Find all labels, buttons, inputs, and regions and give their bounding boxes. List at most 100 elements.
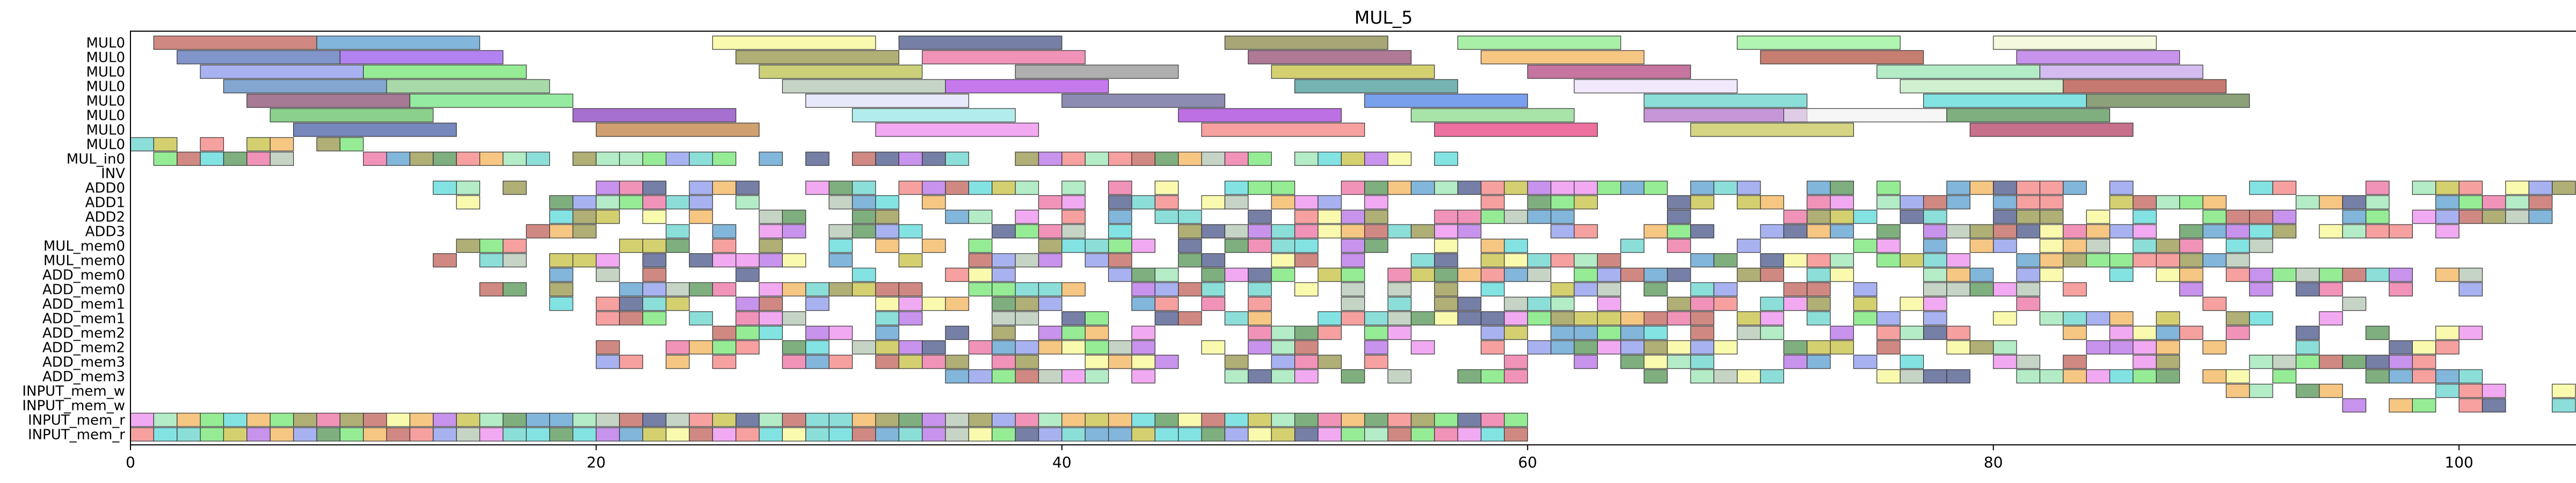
op-block xyxy=(363,413,387,427)
op-block xyxy=(736,427,760,442)
x-tick-label: 80 xyxy=(1984,453,2003,471)
op-block xyxy=(2249,181,2273,195)
task-bar xyxy=(386,79,550,93)
op-block xyxy=(1061,282,1086,297)
op-block xyxy=(2133,326,2157,340)
op-block xyxy=(1224,224,1249,239)
op-block xyxy=(1294,369,1319,384)
op-block xyxy=(782,253,806,268)
op-block xyxy=(2133,224,2157,239)
op-block xyxy=(712,413,737,427)
op-block xyxy=(2295,340,2320,355)
op-block xyxy=(2133,195,2157,210)
op-block xyxy=(2109,311,2134,326)
op-block xyxy=(1993,311,2017,326)
op-block xyxy=(1387,282,1412,297)
op-block xyxy=(1900,195,1924,210)
op-block xyxy=(1993,181,2017,195)
op-block xyxy=(2225,210,2250,224)
op-block xyxy=(712,427,737,442)
op-block xyxy=(2412,181,2436,195)
op-block xyxy=(456,152,481,166)
op-block xyxy=(828,195,853,210)
op-block xyxy=(2389,282,2413,297)
op-block xyxy=(270,427,294,442)
op-block xyxy=(2249,268,2273,282)
op-block xyxy=(2412,340,2436,355)
op-block xyxy=(1620,355,1644,369)
op-block xyxy=(736,297,760,311)
op-block xyxy=(875,210,899,224)
op-block xyxy=(1434,253,1458,268)
op-block xyxy=(433,152,457,166)
op-block xyxy=(1410,340,1435,355)
op-block xyxy=(1318,355,1342,369)
op-block xyxy=(2086,239,2111,253)
op-block xyxy=(572,253,597,268)
op-block xyxy=(1201,195,1226,210)
op-block xyxy=(1015,413,1039,427)
op-block xyxy=(1760,311,1784,326)
task-bar xyxy=(316,35,481,50)
op-block xyxy=(945,297,969,311)
op-block xyxy=(1993,224,2017,239)
op-block xyxy=(689,340,713,355)
op-block xyxy=(1154,311,1179,326)
op-block xyxy=(2016,355,2041,369)
op-block xyxy=(1876,369,1901,384)
op-block xyxy=(153,137,178,152)
op-block xyxy=(2249,311,2273,326)
op-block xyxy=(1387,413,1412,427)
op-block xyxy=(2342,297,2367,311)
op-block xyxy=(2342,210,2367,224)
op-block xyxy=(456,195,481,210)
y-tick-label: ADD1 xyxy=(85,195,125,211)
op-block xyxy=(1178,413,1202,427)
op-block xyxy=(1061,340,1086,355)
op-block xyxy=(1923,195,1947,210)
op-block xyxy=(1527,195,1552,210)
op-block xyxy=(1038,369,1063,384)
op-block xyxy=(1364,152,1388,166)
op-block xyxy=(619,311,643,326)
op-block xyxy=(759,427,783,442)
op-block xyxy=(619,239,643,253)
op-block xyxy=(665,427,690,442)
op-block xyxy=(503,427,527,442)
op-block xyxy=(595,152,620,166)
op-block xyxy=(1387,326,1412,340)
op-block xyxy=(177,413,201,427)
op-block xyxy=(2063,311,2087,326)
op-block xyxy=(1900,355,1924,369)
op-block xyxy=(1341,268,1365,282)
op-block xyxy=(1271,268,1296,282)
op-block xyxy=(2435,268,2459,282)
op-block xyxy=(759,152,783,166)
op-block xyxy=(2482,398,2506,413)
op-block xyxy=(805,340,829,355)
op-block xyxy=(1457,181,1482,195)
op-block xyxy=(1364,340,1388,355)
op-block xyxy=(1131,326,1155,340)
task-bar xyxy=(1434,122,1598,137)
op-block xyxy=(1830,195,1854,210)
op-block xyxy=(1015,340,1039,355)
op-block xyxy=(2039,239,2064,253)
op-block xyxy=(736,326,760,340)
op-block xyxy=(2016,195,2041,210)
op-block xyxy=(1085,340,1109,355)
op-block xyxy=(1923,311,1947,326)
op-block xyxy=(177,152,201,166)
op-block xyxy=(968,239,993,253)
op-block xyxy=(1061,326,1086,340)
op-block xyxy=(1667,340,1691,355)
op-block xyxy=(1574,311,1598,326)
task-bar xyxy=(1760,50,1924,64)
op-block xyxy=(2225,326,2250,340)
op-block xyxy=(1248,340,1272,355)
op-block xyxy=(805,326,829,340)
task-bar xyxy=(759,64,923,79)
y-tick-label: ADD_mem1 xyxy=(42,311,125,327)
op-block xyxy=(1760,326,1784,340)
op-block xyxy=(968,427,993,442)
